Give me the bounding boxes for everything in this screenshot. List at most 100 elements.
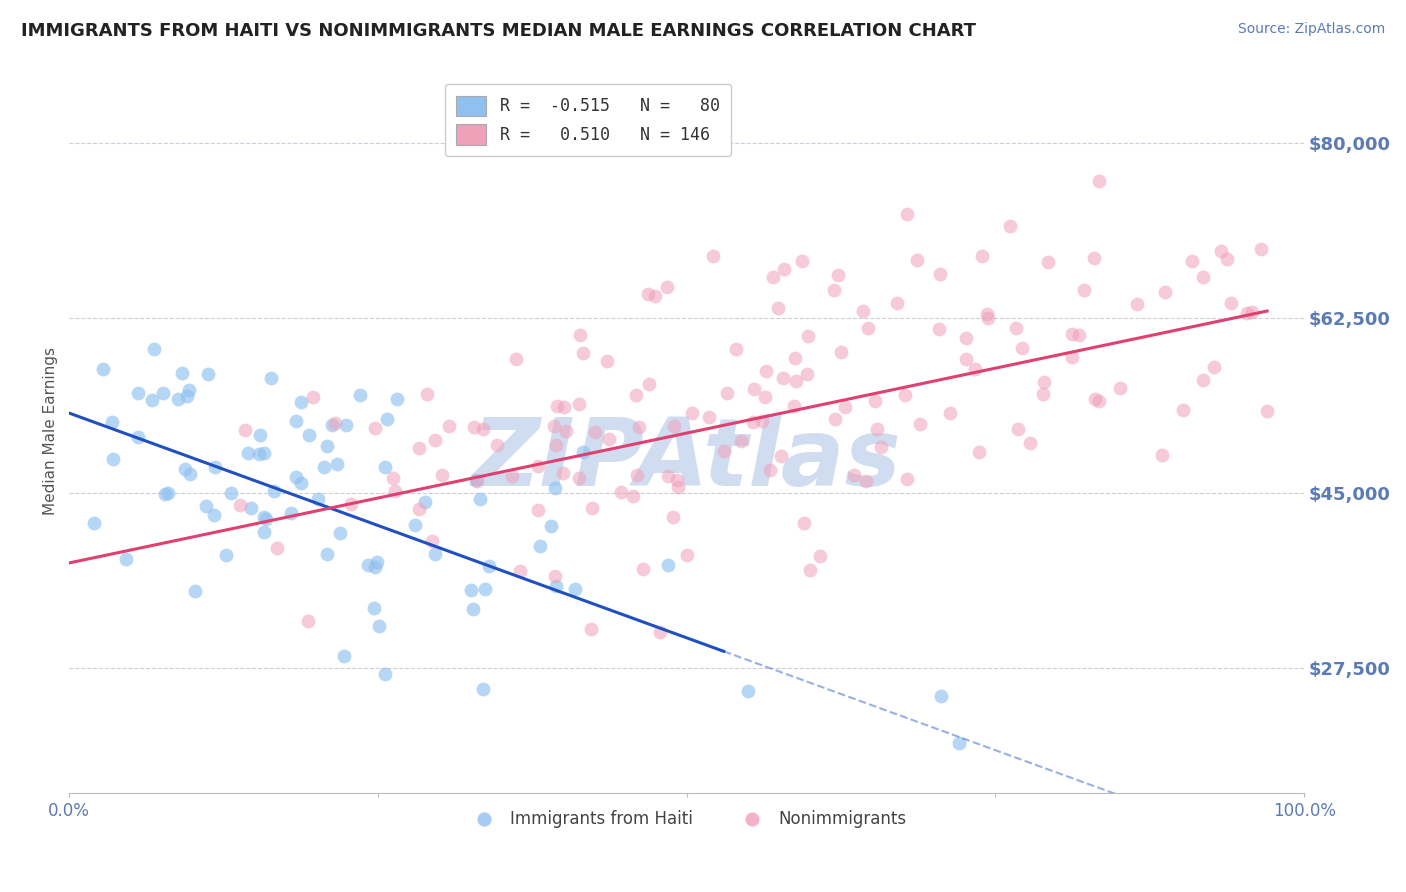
Point xyxy=(298,428,321,442)
Point xyxy=(485,438,508,452)
Point xyxy=(472,681,495,696)
Point xyxy=(1011,341,1033,355)
Point xyxy=(364,421,387,435)
Point xyxy=(1007,422,1029,436)
Point xyxy=(254,512,277,526)
Point xyxy=(368,619,391,633)
Point xyxy=(1062,350,1084,364)
Text: ZIPAtlas: ZIPAtlas xyxy=(472,414,901,506)
Point xyxy=(866,422,889,436)
Point xyxy=(742,382,765,396)
Point xyxy=(741,416,763,430)
Point xyxy=(657,468,679,483)
Point xyxy=(1032,386,1054,401)
Point xyxy=(908,417,931,431)
Point xyxy=(894,388,917,402)
Point xyxy=(856,320,879,334)
Point xyxy=(387,392,409,406)
Point xyxy=(681,406,703,420)
Point xyxy=(551,466,574,480)
Point xyxy=(529,539,551,553)
Point xyxy=(675,548,697,562)
Point xyxy=(1192,373,1215,387)
Point xyxy=(569,328,592,343)
Point xyxy=(356,558,378,572)
Point xyxy=(998,219,1021,234)
Point xyxy=(638,377,661,392)
Point xyxy=(770,449,793,463)
Point xyxy=(631,562,654,576)
Point xyxy=(564,582,586,596)
Point xyxy=(465,474,488,488)
Point xyxy=(141,393,163,408)
Point xyxy=(179,467,201,481)
Point xyxy=(544,569,567,583)
Point xyxy=(568,397,591,411)
Point xyxy=(349,388,371,402)
Point xyxy=(93,362,115,376)
Point xyxy=(374,460,396,475)
Point xyxy=(827,268,849,282)
Point xyxy=(290,395,312,409)
Point xyxy=(797,329,820,343)
Point xyxy=(184,584,207,599)
Point xyxy=(796,367,818,381)
Point xyxy=(464,473,486,487)
Point xyxy=(1033,376,1056,390)
Point xyxy=(1181,254,1204,268)
Point xyxy=(955,331,977,345)
Point xyxy=(637,286,659,301)
Point xyxy=(1083,392,1105,406)
Point xyxy=(172,367,194,381)
Point xyxy=(644,289,666,303)
Point xyxy=(792,254,814,268)
Point xyxy=(626,467,648,482)
Point xyxy=(546,399,568,413)
Point xyxy=(478,559,501,574)
Point xyxy=(470,491,492,506)
Point xyxy=(329,526,352,541)
Point xyxy=(886,296,908,310)
Legend: Immigrants from Haiti, Nonimmigrants: Immigrants from Haiti, Nonimmigrants xyxy=(460,804,912,835)
Point xyxy=(543,418,565,433)
Point xyxy=(823,283,845,297)
Point xyxy=(101,452,124,467)
Point xyxy=(115,552,138,566)
Point xyxy=(772,371,794,385)
Text: IMMIGRANTS FROM HAITI VS NONIMMIGRANTS MEDIAN MALE EARNINGS CORRELATION CHART: IMMIGRANTS FROM HAITI VS NONIMMIGRANTS M… xyxy=(21,22,976,40)
Point xyxy=(204,459,226,474)
Point xyxy=(316,439,339,453)
Point xyxy=(799,563,821,577)
Point xyxy=(716,386,738,401)
Point xyxy=(1152,448,1174,462)
Point xyxy=(554,424,576,438)
Point xyxy=(969,444,991,458)
Point xyxy=(976,311,998,326)
Point xyxy=(596,354,619,368)
Point xyxy=(783,399,806,413)
Point xyxy=(905,252,928,267)
Point xyxy=(253,509,276,524)
Point xyxy=(509,564,531,578)
Point xyxy=(1126,297,1149,311)
Point xyxy=(581,622,603,636)
Point xyxy=(1062,327,1084,342)
Point xyxy=(546,438,568,452)
Text: Source: ZipAtlas.com: Source: ZipAtlas.com xyxy=(1237,22,1385,37)
Point xyxy=(972,248,994,262)
Y-axis label: Median Male Earnings: Median Male Earnings xyxy=(44,347,58,515)
Point xyxy=(1250,243,1272,257)
Point xyxy=(472,422,495,436)
Point xyxy=(1153,285,1175,299)
Point xyxy=(929,268,952,282)
Point xyxy=(156,486,179,500)
Point xyxy=(432,467,454,482)
Point xyxy=(1083,251,1105,265)
Point xyxy=(1073,283,1095,297)
Point xyxy=(948,736,970,750)
Point xyxy=(335,418,357,433)
Point xyxy=(202,508,225,523)
Point xyxy=(540,519,562,533)
Point xyxy=(526,459,548,474)
Point xyxy=(384,483,406,498)
